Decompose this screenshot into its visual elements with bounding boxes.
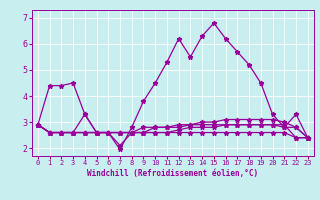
X-axis label: Windchill (Refroidissement éolien,°C): Windchill (Refroidissement éolien,°C) xyxy=(87,169,258,178)
